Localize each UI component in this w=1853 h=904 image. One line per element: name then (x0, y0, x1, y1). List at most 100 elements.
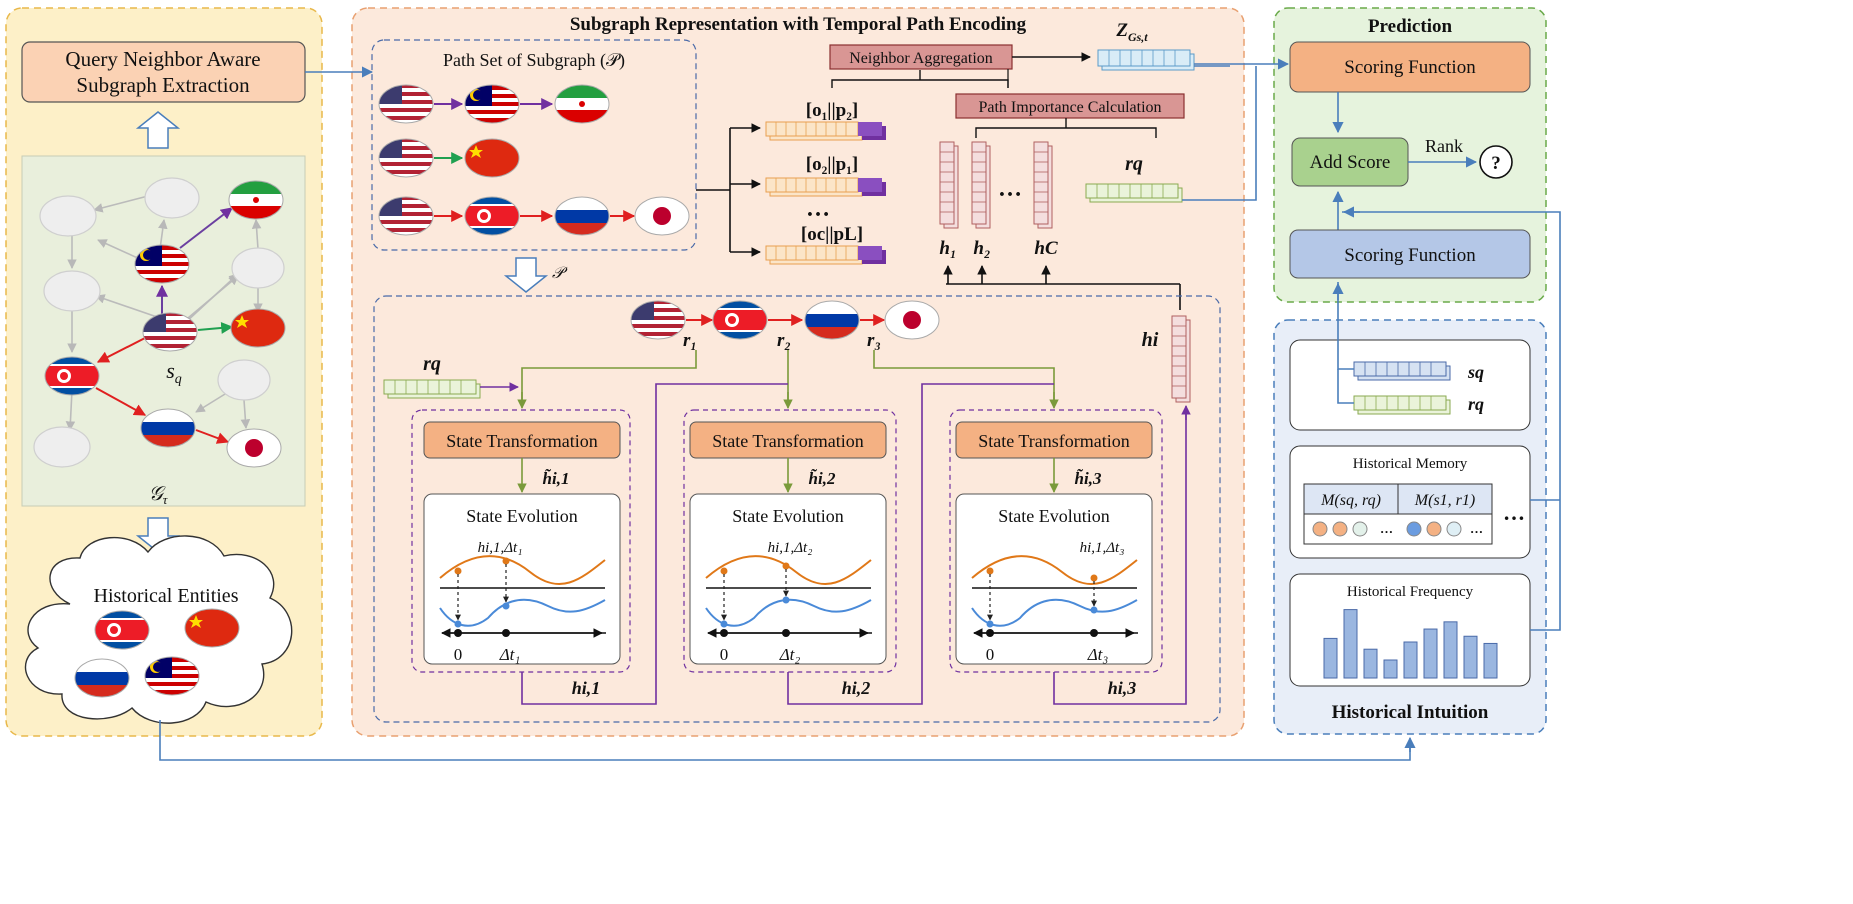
relation-r1: r₁ (683, 330, 697, 351)
evo-point-1: hi,1,Δt₁ (478, 540, 523, 556)
delta-t-1: Δt₁ (499, 645, 521, 664)
h-out-1: hi,1 (572, 678, 601, 698)
historical-entities-label: Historical Entities (94, 585, 239, 607)
frequency-bar (1463, 635, 1478, 679)
graph-node (231, 247, 285, 289)
historical-intuition-title: Historical Intuition (1332, 702, 1489, 723)
graph-node (144, 177, 200, 219)
extraction-line2: Subgraph Extraction (76, 73, 250, 97)
left-panel: Query Neighbor Aware Subgraph Extraction (5, 7, 323, 737)
hi-vector (1171, 315, 1191, 403)
flag-north-korea-icon (94, 610, 150, 650)
state-evolution-label-1: State Evolution (466, 506, 578, 526)
graph-node (39, 195, 97, 237)
temporal-path-box (373, 295, 1221, 723)
middle-panel: Subgraph Representation with Temporal Pa… (351, 7, 1245, 737)
rq-label-right: rq (1468, 394, 1484, 414)
sq-label: sq (1467, 362, 1484, 382)
flag-north-korea-icon (712, 300, 768, 340)
flag-china-icon (184, 608, 240, 648)
frequency-bar (1403, 641, 1418, 679)
path-row-1 (378, 84, 610, 124)
frequency-bars (1323, 609, 1498, 679)
scoring-function-bottom-label: Scoring Function (1344, 245, 1476, 266)
zero-label-1: 0 (454, 645, 463, 664)
concat-ellipsis: … (806, 196, 830, 222)
zero-label-2: 0 (720, 645, 729, 664)
evo-point-3: hi,1,Δt₃ (1080, 540, 1125, 556)
state-transformation-label-2: State Transformation (712, 431, 864, 451)
tilde-h-3: h̃i,3 (1075, 468, 1102, 488)
flag-russia-icon (140, 408, 196, 448)
h-out-3: hi,3 (1108, 678, 1137, 698)
h-out-2: hi,2 (842, 678, 871, 698)
rq-vector-right (1353, 395, 1451, 415)
historical-entities-cloud (24, 535, 293, 724)
tilde-h-2: h̃i,2 (809, 468, 836, 488)
h-ellipsis: … (998, 176, 1022, 202)
scoring-function-top-label: Scoring Function (1344, 57, 1476, 78)
zero-label-3: 0 (986, 645, 995, 664)
tilde-h-1: h̃i,1 (543, 468, 570, 488)
h-vector-c (1033, 141, 1053, 229)
flag-usa-icon (630, 300, 686, 340)
prediction-title: Prediction (1368, 16, 1453, 37)
rank-label: Rank (1425, 136, 1463, 156)
graph-node (217, 359, 271, 401)
frequency-bar (1443, 621, 1458, 679)
graph-node (33, 426, 91, 468)
question-circle (1479, 145, 1513, 179)
path-row-3 (378, 196, 690, 236)
rq-label-lower: rq (423, 353, 441, 375)
frequency-bar (1323, 637, 1338, 679)
frequency-bar (1383, 659, 1398, 679)
flag-russia-icon (804, 300, 860, 340)
memory-ellipsis: … (1503, 500, 1525, 525)
h1-label: h₁ (939, 238, 956, 259)
middle-panel-title: Subgraph Representation with Temporal Pa… (570, 14, 1027, 35)
z-label: ZGs,t (1115, 20, 1148, 44)
frequency-bar (1343, 609, 1358, 679)
frequency-bar (1363, 648, 1378, 679)
flag-russia-icon (74, 658, 130, 698)
scoring-function-bottom-box (1289, 229, 1531, 279)
neighbor-aggregation-label: Neighbor Aggregation (849, 50, 993, 67)
evo-point-2: hi,1,Δt₂ (768, 540, 813, 556)
state-transformation-label-1: State Transformation (446, 431, 598, 451)
graph-node (43, 270, 101, 312)
frequency-bar (1483, 642, 1498, 679)
state-evolution-label-3: State Evolution (998, 506, 1110, 526)
scoring-function-top-box (1289, 41, 1531, 93)
path-importance-box (955, 93, 1185, 119)
hi-label: hi (1142, 329, 1159, 351)
h-vector-1 (939, 141, 959, 229)
flag-japan-icon (226, 428, 282, 468)
z-vector (1097, 49, 1195, 71)
flag-china-icon (230, 308, 286, 348)
graph-query-label: sq (166, 358, 182, 387)
path-row-2 (378, 138, 520, 178)
flag-malaysia-icon (134, 244, 190, 284)
state-module-2: State Transformation h̃i,2 State Evoluti… (683, 409, 897, 698)
concat-label-1: [o₁||p₂] (806, 100, 858, 121)
delta-t-2: Δt₂ (779, 645, 801, 664)
flag-japan-icon (884, 300, 940, 340)
state-module-3: State Transformation h̃i,3 State Evoluti… (949, 409, 1163, 698)
state-transformation-label-3: State Transformation (978, 431, 1130, 451)
path-set-label: Path Set of Subgraph (𝒫) (443, 50, 625, 71)
flag-iran-icon (228, 180, 284, 220)
state-evolution-label-2: State Evolution (732, 506, 844, 526)
memory-col-2: M(s1, r1) (1414, 492, 1475, 509)
delta-t-3: Δt₃ (1087, 645, 1109, 664)
rq-vector-top (1085, 183, 1183, 203)
rq-vector-lower (383, 379, 481, 399)
concat-label-2: [o₂||p₁] (806, 154, 858, 175)
h-vector-2 (971, 141, 991, 229)
flag-north-korea-icon (44, 356, 100, 396)
relation-r2: r₂ (777, 330, 791, 351)
right-panel: Prediction Scoring Function Add Score Ra… (1273, 7, 1561, 735)
rq-label-top: rq (1125, 153, 1143, 175)
concat-label-3: [oc||pL] (801, 224, 863, 245)
state-evolution-box-1 (423, 493, 621, 665)
add-score-label: Add Score (1310, 152, 1391, 173)
